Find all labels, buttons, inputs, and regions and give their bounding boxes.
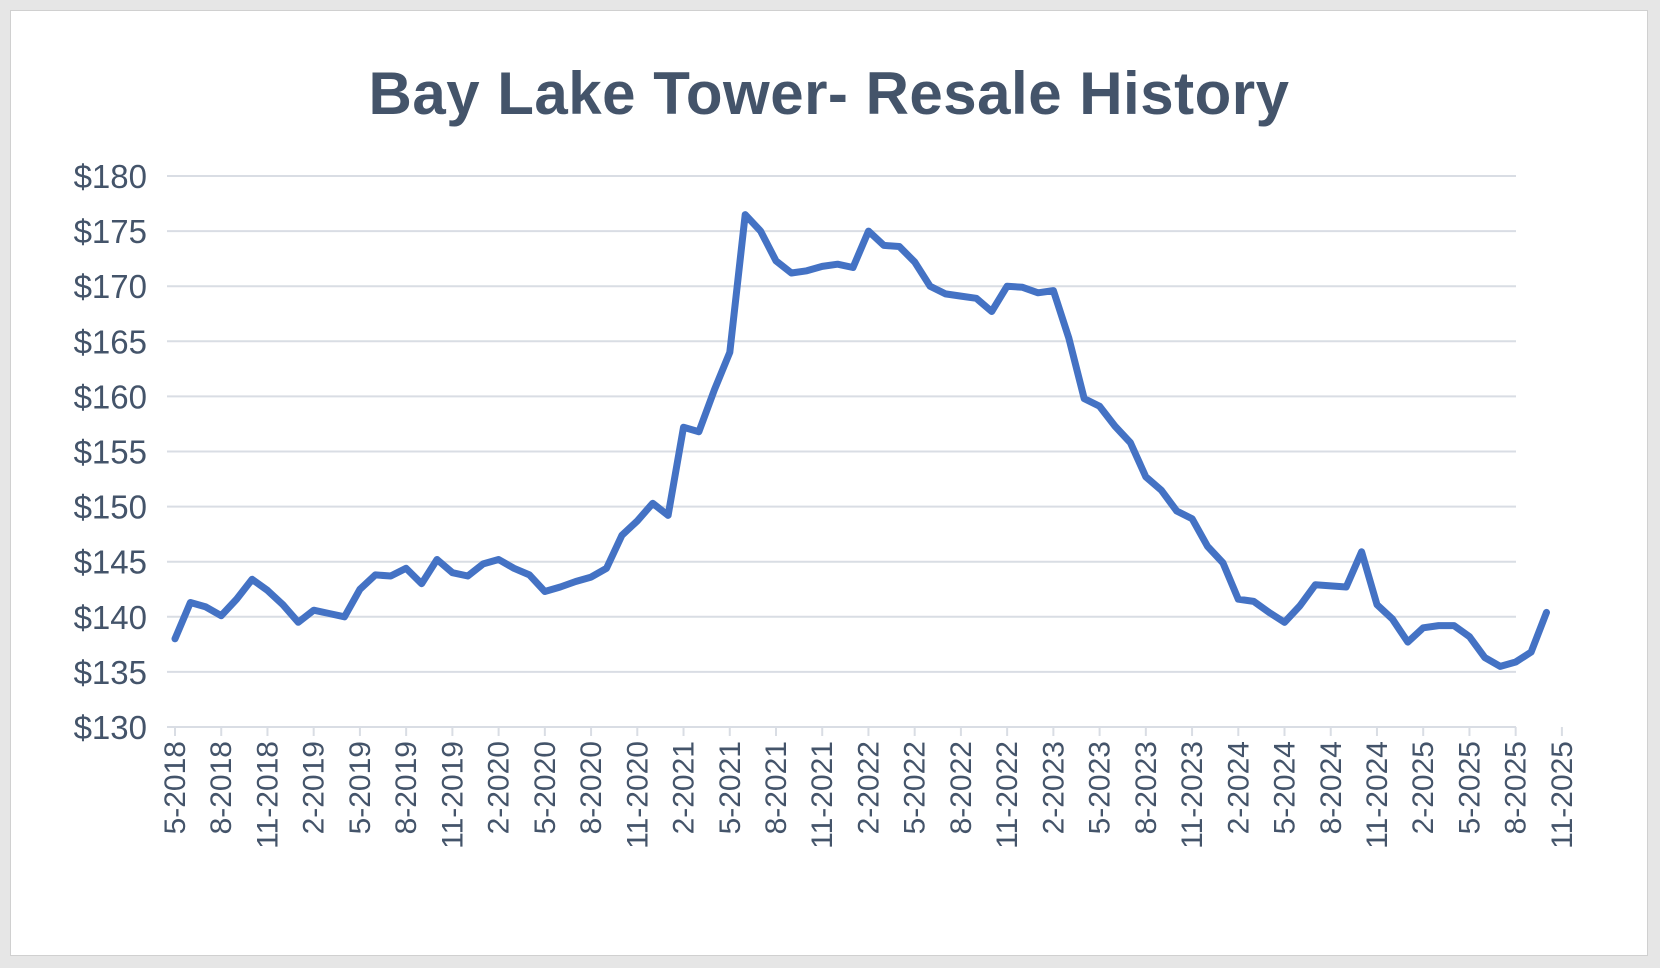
x-tick-label: 2-2024 <box>1222 741 1255 834</box>
x-tick-label: 8-2019 <box>390 741 423 834</box>
x-tick-label: 8-2025 <box>1500 741 1533 834</box>
x-tick-label: 11-2020 <box>621 741 654 849</box>
y-tick-label: $180 <box>74 158 147 195</box>
x-tick-label: 11-2023 <box>1176 741 1209 849</box>
x-tick-label: 8-2018 <box>205 741 238 834</box>
x-tick-label: 11-2021 <box>806 741 839 849</box>
x-tick-label: 5-2022 <box>899 741 932 834</box>
y-tick-label: $170 <box>74 268 147 305</box>
x-tick-label: 5-2023 <box>1084 741 1117 834</box>
x-tick-label: 11-2024 <box>1361 741 1394 849</box>
line-chart: $130 $135 $140 $145 $150 $155 $160 $165 $170 $175… <box>74 158 1579 849</box>
x-tick-label: 5-2020 <box>529 741 562 834</box>
x-tick-label: 8-2024 <box>1315 741 1348 834</box>
series-layer <box>171 211 1550 670</box>
x-axis <box>167 726 1563 736</box>
chart-title: Bay Lake Tower- Resale History <box>368 60 1290 127</box>
x-tick-label: 2-2022 <box>852 741 885 834</box>
x-tick-label: 8-2023 <box>1130 741 1163 834</box>
y-tick-label: $150 <box>74 489 147 526</box>
x-tick-label: 8-2022 <box>945 741 978 834</box>
x-tick-label: 11-2025 <box>1546 741 1579 849</box>
y-tick-label: $165 <box>74 323 147 360</box>
y-tick-label: $155 <box>74 434 147 471</box>
x-tick-label: 2-2021 <box>668 741 701 834</box>
x-tick-label: 11-2022 <box>991 741 1024 849</box>
x-tick-label: 11-2018 <box>251 741 284 849</box>
x-tick-label: 5-2025 <box>1453 741 1486 834</box>
series-line <box>171 211 1550 670</box>
x-tick-label: 2-2023 <box>1037 741 1070 834</box>
y-axis: $130 $135 $140 $145 $150 $155 $160 $165 $170 $175… <box>74 158 147 746</box>
x-tick-label: 2-2019 <box>298 741 331 834</box>
y-tick-label: $135 <box>74 654 147 691</box>
y-tick-label: $160 <box>74 378 147 415</box>
y-tick-label: $145 <box>74 544 147 581</box>
x-tick-label: 11-2019 <box>436 741 469 849</box>
x-tick-label: 8-2020 <box>575 741 608 834</box>
x-tick-label: 2-2020 <box>483 741 516 834</box>
x-axis-labels: 5-2018 8-2018 11-2018 2-2019 5-2019 8-2019 11-… <box>159 741 1579 849</box>
x-tick-label: 5-2021 <box>714 741 747 834</box>
x-tick-label: 5-2018 <box>159 741 192 834</box>
y-tick-label: $175 <box>74 213 147 250</box>
x-tick-label: 2-2025 <box>1407 741 1440 834</box>
gridlines <box>167 175 1516 673</box>
x-tick-label: 5-2019 <box>344 741 377 834</box>
y-tick-label: $130 <box>74 709 147 746</box>
chart-frame: Bay Lake Tower- Resale History $130 $135 $… <box>10 10 1648 956</box>
y-tick-label: $140 <box>74 599 147 636</box>
x-tick-label: 5-2024 <box>1269 741 1302 834</box>
x-tick-label: 8-2021 <box>760 741 793 834</box>
